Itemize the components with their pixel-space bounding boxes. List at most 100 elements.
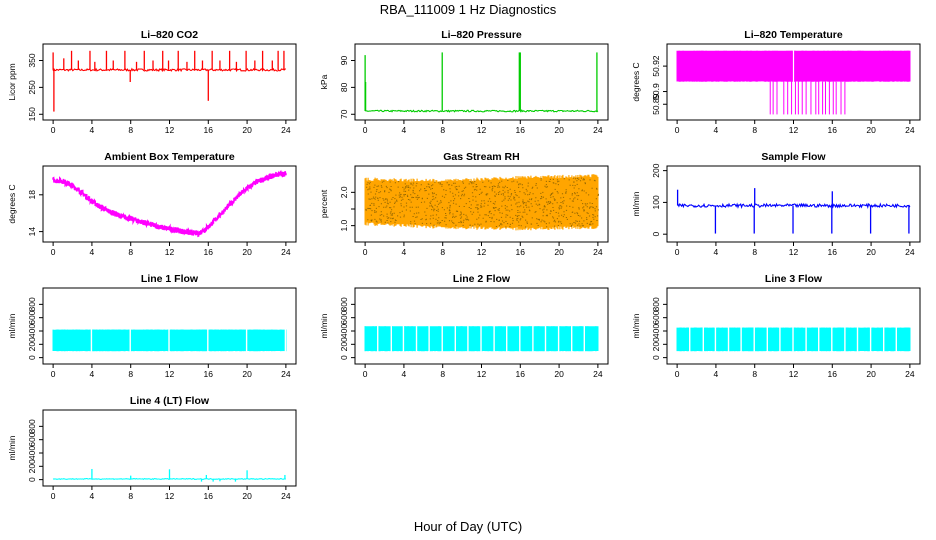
panel-title: Line 2 Flow [453, 273, 511, 285]
y-axis-label: percent [319, 189, 329, 218]
y-tick-label: 800 [27, 419, 37, 433]
x-tick-label: 16 [828, 369, 838, 379]
plot-area [364, 174, 599, 231]
x-tick-label: 4 [90, 369, 95, 379]
x-tick-label: 16 [204, 491, 214, 501]
plot-area [676, 326, 911, 352]
x-tick-label: 16 [204, 125, 214, 135]
plot-frame [666, 287, 921, 365]
y-axis-label: degrees C [631, 62, 641, 101]
x-tick-label: 8 [752, 247, 757, 257]
x-tick-label: 16 [516, 125, 526, 135]
y-tick-label: 50.92 [651, 55, 661, 77]
y-tick-label: 400 [27, 324, 37, 338]
panel-1: Li–820 CO2 Licor ppm 0 4 8 12 16 20 24 150 250 350 [7, 29, 297, 135]
x-tick-label: 0 [675, 247, 680, 257]
y-tick-label: 800 [27, 297, 37, 311]
x-tick-label: 0 [51, 125, 56, 135]
panel-title: Gas Stream RH [443, 151, 519, 163]
x-tick-label: 0 [51, 369, 56, 379]
x-tick-label: 24 [281, 125, 291, 135]
panel-3: Li–820 Temperature degrees C 0 4 8 12 16 20 24 50… [631, 29, 921, 135]
panel-title: Line 3 Flow [765, 273, 823, 285]
plot-frame [42, 165, 297, 243]
y-tick-label: 350 [27, 53, 37, 67]
y-tick-label: 0 [27, 355, 37, 360]
x-tick-label: 20 [866, 369, 876, 379]
y-axis-label: ml/min [631, 191, 641, 216]
plot-frame [354, 287, 609, 365]
y-tick-label: 600 [27, 432, 37, 446]
y-tick-label: 400 [339, 324, 349, 338]
x-tick-label: 8 [752, 125, 757, 135]
plot-area [676, 188, 911, 234]
plot-frame [42, 43, 297, 121]
x-tick-label: 16 [516, 247, 526, 257]
y-tick-label: 0 [651, 232, 661, 237]
y-axis-label: ml/min [631, 313, 641, 338]
x-tick-label: 4 [714, 369, 719, 379]
plot-frame [666, 43, 921, 121]
panel-8: Line 2 Flow ml/min 0 4 8 12 16 20 24 0 20040060080… [319, 273, 609, 379]
figure-title: RBA_111009 1 Hz Diagnostics [380, 2, 557, 17]
panel-title: Line 1 Flow [141, 273, 199, 285]
y-tick-label: 600 [651, 310, 661, 324]
panel-10: Line 4 (LT) Flow ml/min 0 4 8 12 16 20 24 0 200400… [7, 395, 297, 501]
x-tick-label: 24 [281, 369, 291, 379]
plot-area [52, 468, 286, 482]
panel-9: Line 3 Flow ml/min 0 4 8 12 16 20 24 0 20040060080… [631, 273, 921, 379]
plot-frame [354, 43, 609, 121]
y-tick-label: 90 [339, 55, 349, 65]
x-tick-label: 4 [90, 491, 95, 501]
y-tick-label: 800 [651, 297, 661, 311]
plot-frame [42, 287, 297, 365]
y-axis-label: kPa [319, 74, 329, 89]
x-tick-label: 24 [593, 125, 603, 135]
series-line [52, 67, 287, 73]
x-tick-label: 12 [789, 125, 799, 135]
y-axis-label: ml/min [319, 313, 329, 338]
series-band [364, 174, 599, 231]
panel-title: Li–820 Pressure [441, 29, 522, 41]
x-tick-label: 16 [828, 247, 838, 257]
x-tick-label: 4 [402, 125, 407, 135]
plot-area [52, 328, 287, 352]
panel-title: Line 4 (LT) Flow [130, 395, 210, 407]
plot-area [364, 52, 599, 113]
y-tick-label: 2.0 [339, 186, 349, 198]
y-tick-label: 200 [651, 337, 661, 351]
x-tick-label: 0 [363, 247, 368, 257]
x-tick-label: 4 [402, 247, 407, 257]
x-tick-label: 0 [675, 369, 680, 379]
x-tick-label: 4 [714, 125, 719, 135]
y-tick-label: 1.0 [339, 219, 349, 231]
x-tick-label: 8 [128, 491, 133, 501]
x-tick-label: 8 [128, 369, 133, 379]
x-tick-label: 8 [752, 369, 757, 379]
x-tick-label: 16 [516, 369, 526, 379]
x-tick-label: 20 [554, 247, 564, 257]
x-tick-label: 16 [204, 247, 214, 257]
x-tick-label: 24 [905, 125, 915, 135]
plot-area [52, 50, 287, 112]
x-tick-label: 24 [593, 247, 603, 257]
x-tick-label: 0 [51, 491, 56, 501]
panel-7: Line 1 Flow ml/min 0 4 8 12 16 20 24 0 20040060080… [7, 273, 297, 379]
x-tick-label: 20 [866, 125, 876, 135]
x-tick-label: 12 [477, 369, 487, 379]
x-tick-label: 12 [477, 247, 487, 257]
y-tick-label: 0 [339, 355, 349, 360]
x-tick-label: 4 [90, 125, 95, 135]
y-tick-label: 70 [339, 109, 349, 119]
plot-area [52, 169, 287, 238]
x-tick-label: 12 [477, 125, 487, 135]
x-tick-label: 4 [402, 369, 407, 379]
y-tick-label: 250 [27, 80, 37, 94]
panel-2: Li–820 Pressure kPa 0 4 8 12 16 20 24 70 80 90 [319, 29, 609, 135]
x-tick-label: 16 [828, 125, 838, 135]
series-band [676, 50, 911, 82]
y-tick-label: 0 [651, 355, 661, 360]
y-tick-label: 600 [27, 310, 37, 324]
plot-frame [666, 165, 921, 243]
